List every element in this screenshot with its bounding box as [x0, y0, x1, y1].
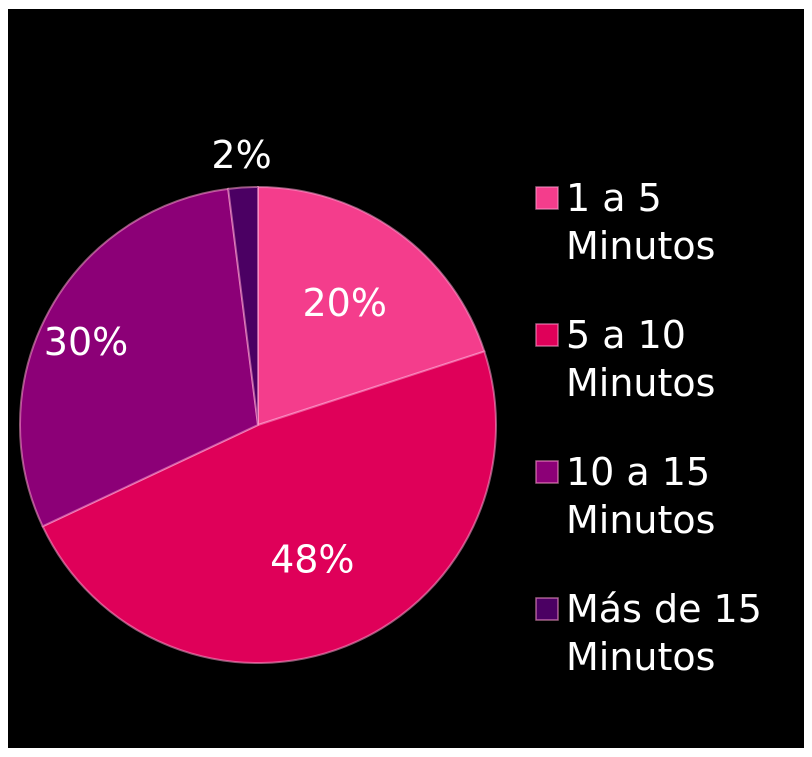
pie-slice-2	[41, 350, 497, 664]
pie-slice-3	[19, 187, 260, 528]
pie-slices	[19, 185, 497, 664]
legend-swatch-3	[535, 460, 559, 484]
chart-frame: 20% 48% 30% 2% 1 a 5 Minutos 5 a 10 Minutos 10…	[8, 9, 804, 748]
legend-label-line1-4: Más de 15	[566, 587, 762, 631]
legend-label-line1-2: 5 a 10	[566, 313, 686, 357]
legend-swatch-1	[535, 186, 559, 210]
pie-data-label-1: 20%	[302, 281, 386, 325]
pie-data-label-3: 30%	[44, 320, 128, 364]
legend-swatch-2	[535, 323, 559, 347]
pie-slice-4	[227, 185, 259, 426]
pie-data-label-4: 2%	[211, 133, 271, 177]
pie-data-labels: 20% 48% 30% 2%	[44, 133, 387, 581]
legend-label-line2-2: Minutos	[566, 361, 715, 405]
pie-slice-1	[257, 185, 486, 427]
legend-label-line2-3: Minutos	[566, 498, 715, 542]
legend-swatch-4	[535, 597, 559, 621]
pie-data-label-2: 48%	[270, 538, 354, 582]
legend-label-line1-3: 10 a 15	[566, 450, 710, 494]
legend-label-line2-1: Minutos	[566, 224, 715, 268]
legend-label-line1-1: 1 a 5	[566, 176, 662, 220]
legend-label-line2-4: Minutos	[566, 635, 715, 679]
